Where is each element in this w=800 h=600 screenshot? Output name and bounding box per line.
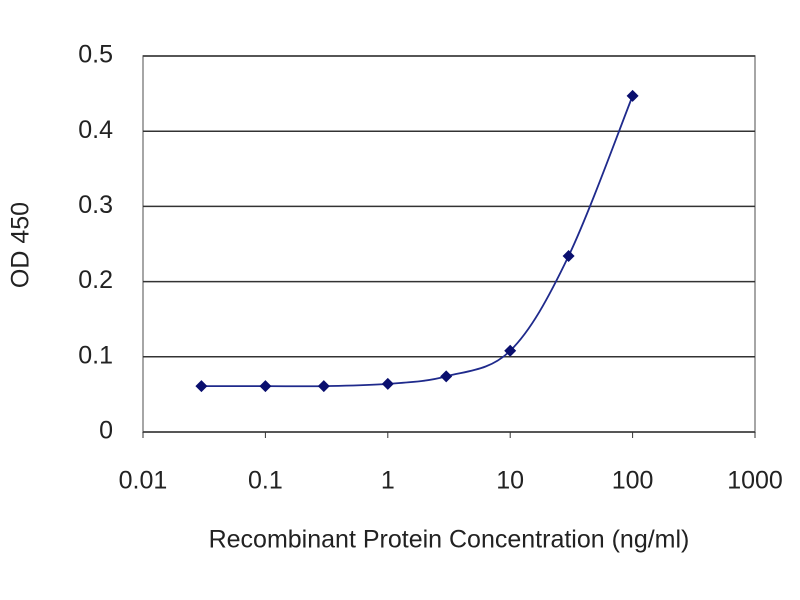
x-tick-label: 1000 <box>727 467 783 495</box>
x-axis-label: Recombinant Protein Concentration (ng/ml… <box>209 526 690 554</box>
data-point <box>195 380 208 393</box>
y-tick-label: 0 <box>99 417 113 445</box>
plot-area <box>142 55 756 433</box>
data-point <box>562 250 575 263</box>
x-tick-label: 0.01 <box>119 467 168 495</box>
x-tick-label: 10 <box>496 467 524 495</box>
y-axis-label: OD 450 <box>7 202 35 288</box>
y-tick-label: 0.4 <box>78 116 113 144</box>
y-tick-label: 0.5 <box>78 41 113 69</box>
data-point <box>504 344 517 357</box>
y-tick-label: 0.3 <box>78 191 113 219</box>
data-point <box>259 380 272 393</box>
x-tick-label: 0.1 <box>248 467 283 495</box>
y-tick-label: 0.2 <box>78 266 113 294</box>
data-point <box>317 380 330 393</box>
x-tick-label: 100 <box>612 467 654 495</box>
data-point <box>440 370 453 383</box>
data-point <box>381 377 394 390</box>
data-point <box>626 89 639 102</box>
y-tick-label: 0.1 <box>78 341 113 369</box>
x-tick-label: 1 <box>381 467 395 495</box>
